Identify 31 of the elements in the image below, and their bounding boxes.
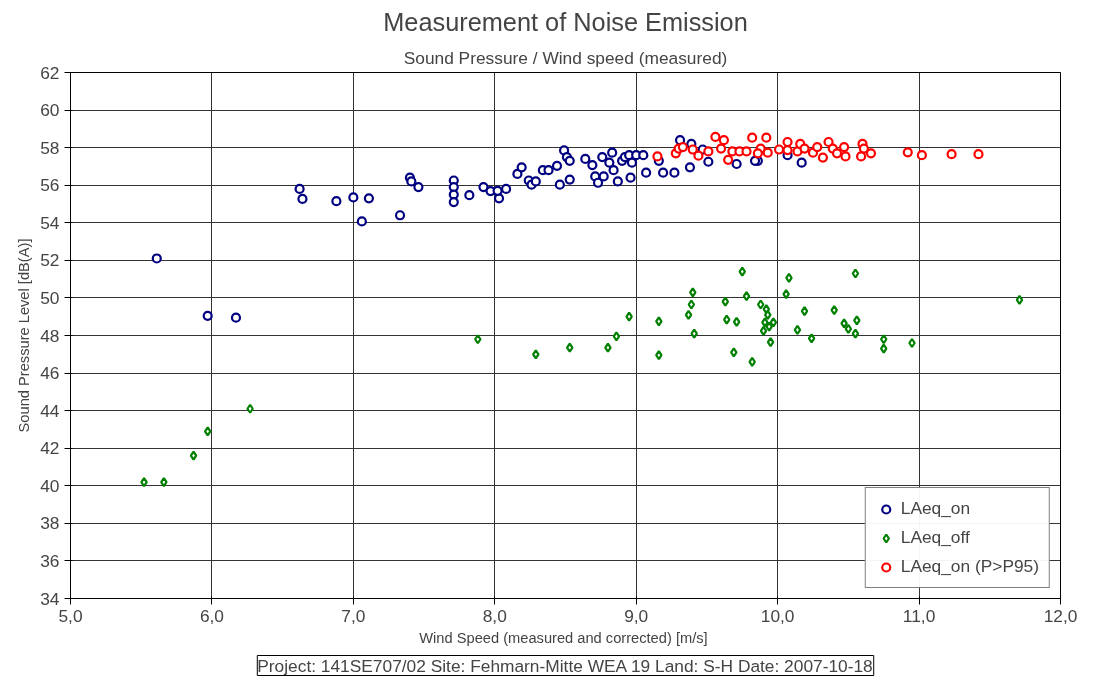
x-tick-label: 9,0 [624,605,649,626]
y-tick-label: 52 [40,250,60,271]
y-tick-label: 38 [40,513,60,534]
y-tick-label: 44 [40,400,60,421]
x-tick-label: 7,0 [341,605,366,626]
y-tick-label: 50 [40,287,60,308]
y-tick-label: 54 [40,212,60,233]
x-tick-label: 11,0 [902,605,936,626]
y-axis-title: Sound Pressure Level [dB(A)] [16,238,33,433]
chart-subtitle: Sound Pressure / Wind speed (measured) [403,47,728,68]
y-tick-label: 60 [40,100,60,121]
x-tick-label: 12,0 [1043,605,1078,626]
legend-label: LAeq_on [900,498,971,519]
text: Project: 141SE707/02 Site: Fehmarn-Mitte WEA 19 Land: S-H Date: 2007-10-18 [257,655,873,676]
y-tick-label: 36 [40,550,60,571]
y-tick-label: 40 [40,475,60,496]
x-tick-label: 6,0 [199,605,224,626]
x-tick-label: 5,0 [58,605,83,626]
y-tick-label: 34 [40,588,60,609]
x-tick-label: 10,0 [760,605,795,626]
y-tick-label: 62 [40,62,60,83]
y-tick-label: 58 [40,137,60,158]
y-tick-label: 46 [40,363,60,384]
legend-label: LAeq_on (P>P95) [900,556,1039,577]
chart-title: Measurement of Noise Emission [383,7,748,36]
x-tick-label: 8,0 [482,605,507,626]
legend-label: LAeq_off [900,527,970,548]
y-tick-label: 56 [40,175,60,196]
y-tick-label: 48 [40,325,60,346]
x-axis-title: Wind Speed (measured and corrected) [m/s] [419,629,708,646]
y-tick-label: 42 [40,438,60,459]
